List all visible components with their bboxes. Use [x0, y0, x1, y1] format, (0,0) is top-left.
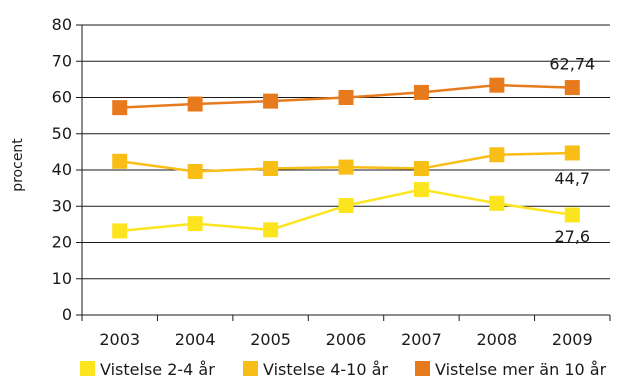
data-point — [112, 223, 128, 239]
data-point — [489, 77, 505, 93]
x-tick-label: 2003 — [99, 330, 140, 349]
data-point — [413, 84, 429, 100]
data-label: 27,6 — [554, 227, 590, 246]
legend-label: Vistelse 2-4 år — [100, 360, 215, 379]
data-point — [564, 145, 580, 161]
data-label: 62,74 — [549, 55, 595, 74]
y-tick-label: 40 — [52, 160, 72, 179]
data-point — [263, 161, 279, 177]
data-point — [187, 216, 203, 232]
y-tick-label: 80 — [52, 15, 72, 34]
legend-swatch — [80, 361, 95, 376]
y-tick-label: 50 — [52, 124, 72, 143]
data-point — [564, 80, 580, 96]
axes: 0 10 20 30 40 50 60 70 80 2003 2004 2005 2006 2007 200… — [52, 15, 611, 349]
y-tick-label: 0 — [62, 305, 72, 324]
data-point — [263, 222, 279, 238]
data-point — [263, 93, 279, 109]
x-tick-label: 2004 — [175, 330, 216, 349]
x-tick-label: 2007 — [401, 330, 442, 349]
series-group — [112, 77, 580, 239]
data-point — [112, 153, 128, 169]
x-tick-label: 2008 — [476, 330, 517, 349]
data-point — [338, 198, 354, 214]
y-tick-label: 10 — [52, 269, 72, 288]
legend-label: Vistelse 4-10 år — [263, 360, 388, 379]
legend-label: Vistelse mer än 10 år — [435, 360, 607, 379]
data-point — [338, 90, 354, 105]
data-point — [564, 207, 580, 223]
data-labels: 27,6 44,7 62,74 — [549, 55, 595, 246]
data-label: 44,7 — [554, 169, 590, 188]
y-axis-label: procent — [10, 138, 26, 192]
data-point — [489, 147, 505, 163]
data-point — [187, 163, 203, 179]
y-tick-label: 20 — [52, 233, 72, 252]
x-tick-label: 2006 — [326, 330, 367, 349]
legend: Vistelse 2-4 år Vistelse 4-10 år Vistelse … — [80, 360, 607, 379]
data-point — [413, 161, 429, 177]
y-tick-label: 60 — [52, 88, 72, 107]
data-point — [413, 182, 429, 198]
y-tick-label: 70 — [52, 51, 72, 70]
legend-swatch — [243, 361, 258, 376]
legend-swatch — [415, 361, 430, 376]
gridlines — [82, 24, 610, 280]
x-tick-label: 2009 — [552, 330, 593, 349]
data-point — [489, 195, 505, 211]
data-point — [338, 159, 354, 175]
data-point — [187, 96, 203, 112]
data-point — [112, 100, 128, 116]
x-tick-label: 2005 — [250, 330, 291, 349]
y-tick-label: 30 — [52, 196, 72, 215]
